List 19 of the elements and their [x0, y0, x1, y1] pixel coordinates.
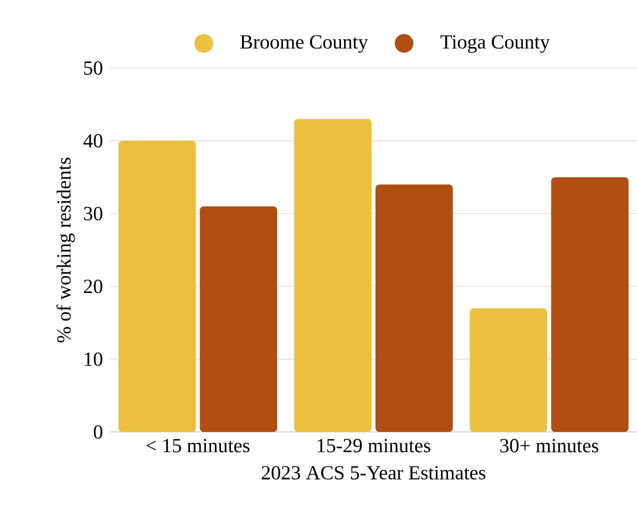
y-tick-label: 40: [83, 134, 102, 148]
bar: [118, 140, 196, 432]
y-tick-label: 30: [84, 206, 102, 220]
y-tick-label: 50: [84, 61, 102, 75]
legend-label: Broome County: [240, 35, 368, 53]
bar: [200, 206, 278, 432]
y-tick-label: 10: [84, 352, 102, 366]
bar: [375, 184, 453, 432]
x-tick-label: < 15 minutes: [146, 438, 250, 452]
x-axis-title: 2023 ACS 5-Year Estimates: [262, 466, 486, 480]
bar: [551, 177, 628, 432]
bar: [294, 118, 372, 432]
x-tick-label: 15-29 minutes: [318, 438, 430, 452]
x-tick-label: 30+ minutes: [500, 438, 598, 452]
legend-label: Tioga County: [440, 35, 550, 53]
bar: [470, 308, 548, 432]
y-axis-title: % of working residents: [56, 158, 75, 342]
y-tick-label: 20: [84, 280, 102, 294]
y-tick-label: 0: [94, 425, 102, 439]
